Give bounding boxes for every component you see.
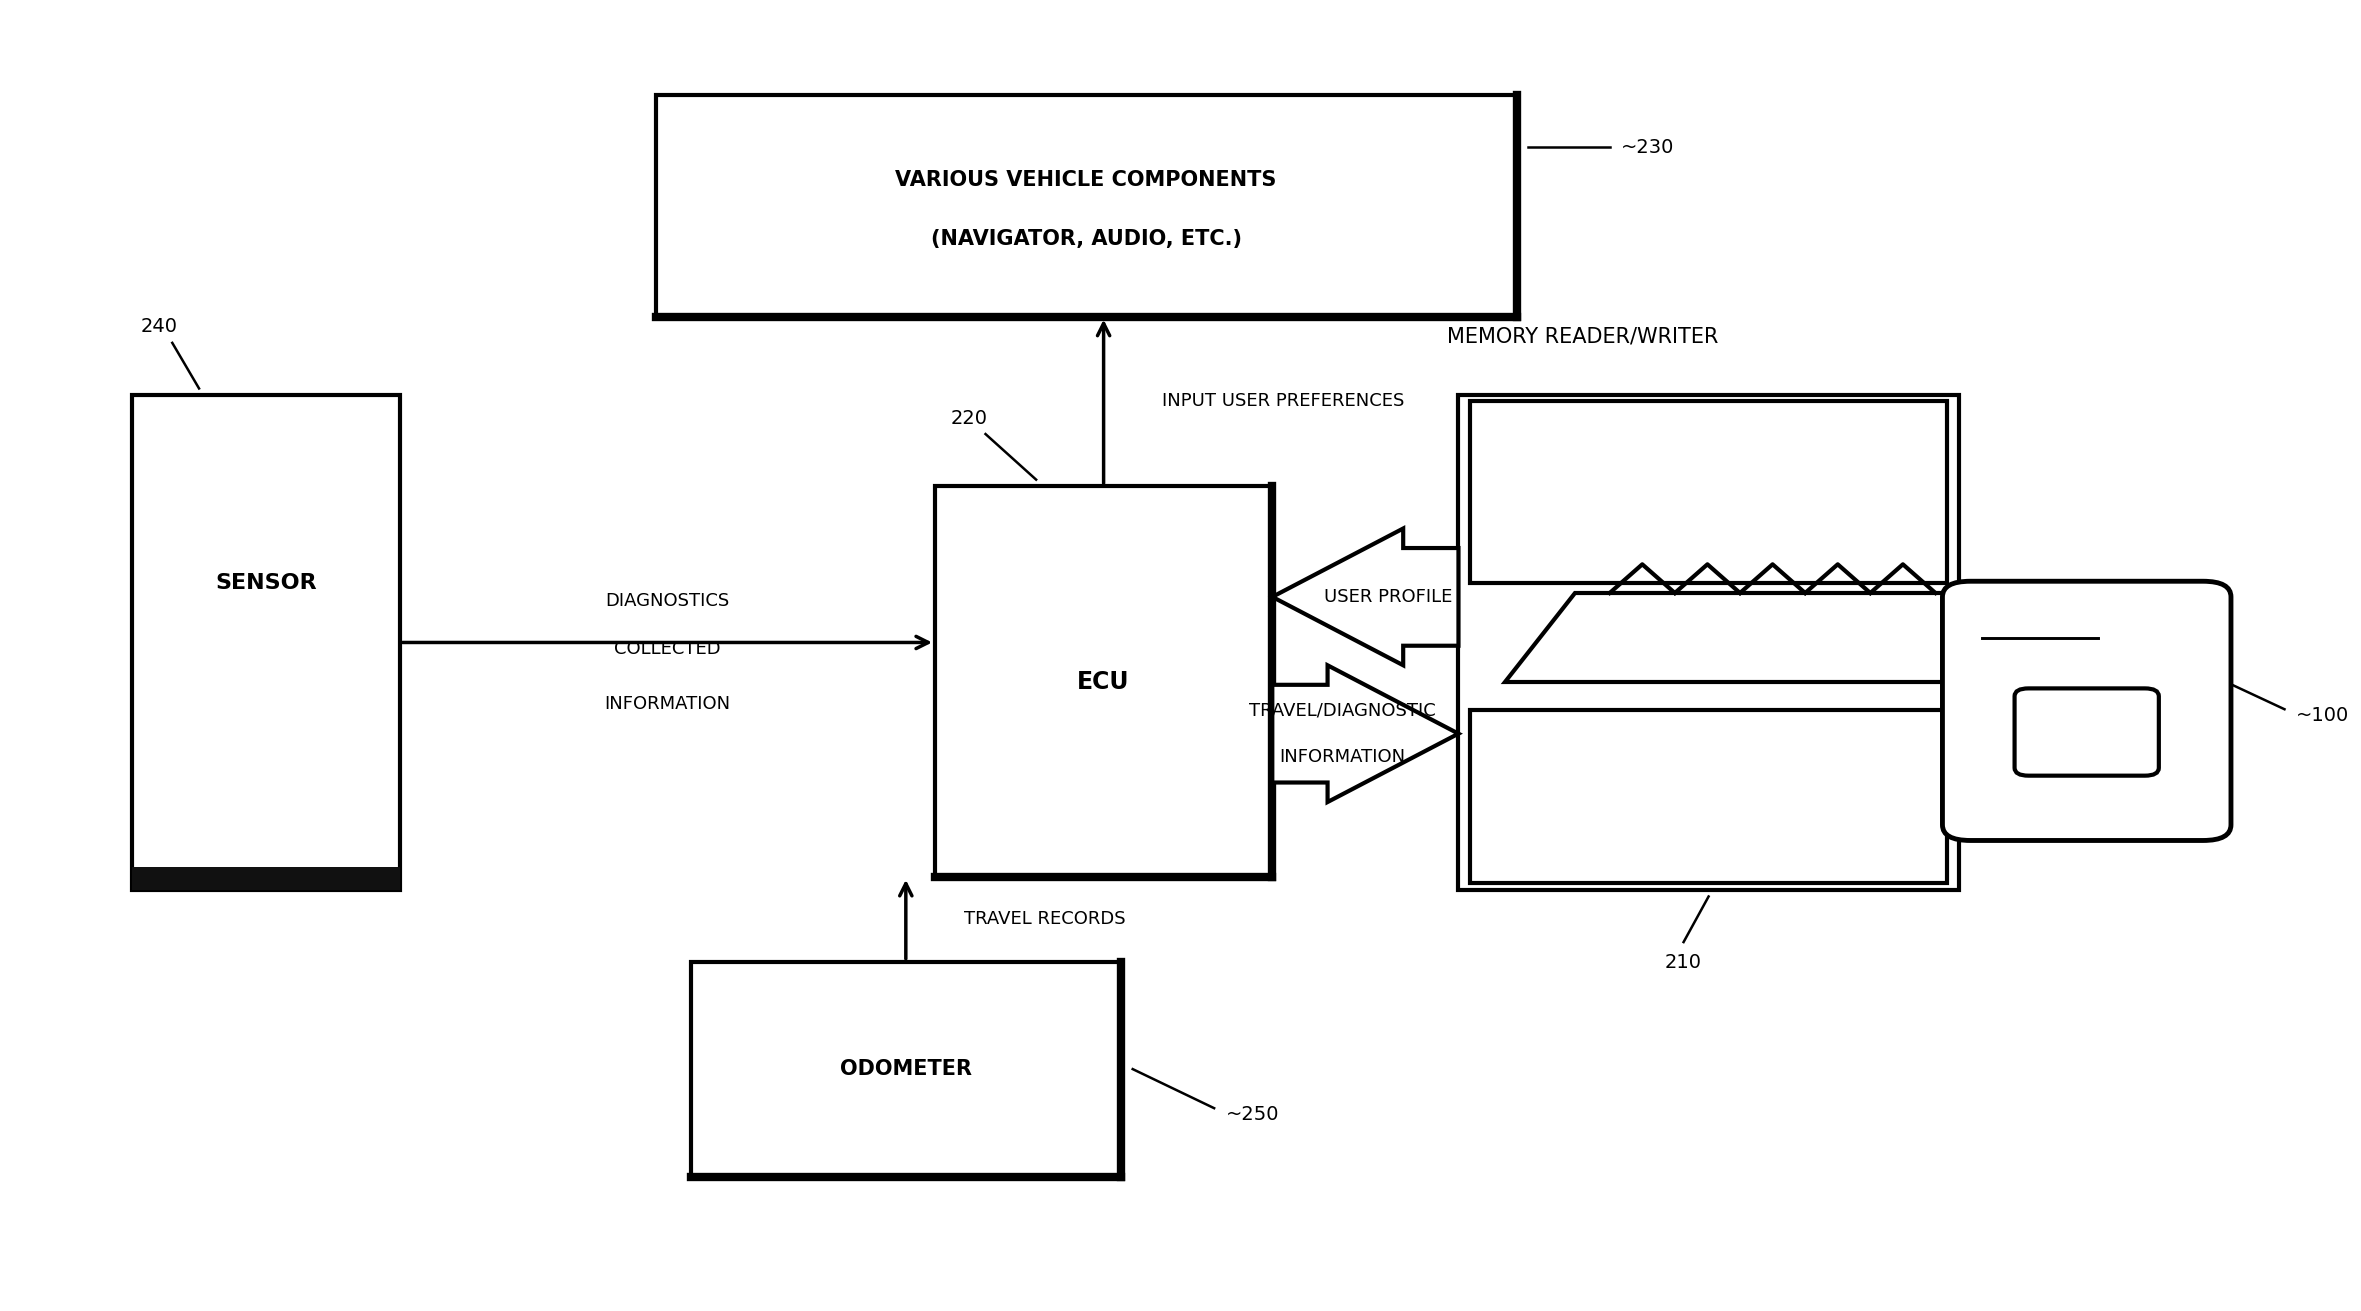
- Text: SENSOR: SENSOR: [215, 573, 316, 593]
- Bar: [689, 962, 1121, 1176]
- Text: DIAGNOSTICS: DIAGNOSTICS: [604, 591, 730, 610]
- Text: (NAVIGATOR, AUDIO, ETC.): (NAVIGATOR, AUDIO, ETC.): [930, 228, 1242, 249]
- Text: 220: 220: [949, 409, 987, 427]
- Text: ~100: ~100: [2297, 707, 2349, 725]
- Text: 210: 210: [1665, 953, 1702, 971]
- Text: ~230: ~230: [1622, 138, 1674, 157]
- Text: INFORMATION: INFORMATION: [1280, 749, 1405, 766]
- Text: ~250: ~250: [1225, 1105, 1280, 1125]
- Text: MEMORY READER/WRITER: MEMORY READER/WRITER: [1447, 326, 1719, 346]
- Bar: [935, 486, 1273, 877]
- Text: INPUT USER PREFERENCES: INPUT USER PREFERENCES: [1162, 392, 1405, 410]
- Text: ECU: ECU: [1077, 670, 1131, 694]
- Bar: [1459, 395, 1960, 890]
- Text: COLLECTED: COLLECTED: [614, 640, 720, 658]
- Text: TRAVEL/DIAGNOSTIC: TRAVEL/DIAGNOSTIC: [1249, 701, 1435, 720]
- Text: USER PROFILE: USER PROFILE: [1325, 587, 1452, 606]
- Text: TRAVEL RECORDS: TRAVEL RECORDS: [963, 910, 1126, 928]
- Bar: [1471, 401, 1948, 583]
- Text: INFORMATION: INFORMATION: [604, 695, 730, 713]
- Bar: [132, 867, 399, 890]
- Bar: [132, 395, 399, 890]
- Polygon shape: [1504, 593, 2111, 682]
- Bar: [656, 96, 1516, 317]
- Text: ODOMETER: ODOMETER: [841, 1059, 973, 1079]
- Text: VARIOUS VEHICLE COMPONENTS: VARIOUS VEHICLE COMPONENTS: [895, 170, 1277, 190]
- FancyBboxPatch shape: [1943, 581, 2231, 840]
- Polygon shape: [1273, 665, 1459, 802]
- Bar: [1471, 711, 1948, 884]
- Polygon shape: [1273, 528, 1459, 665]
- Text: 240: 240: [139, 317, 177, 337]
- FancyBboxPatch shape: [2014, 688, 2158, 776]
